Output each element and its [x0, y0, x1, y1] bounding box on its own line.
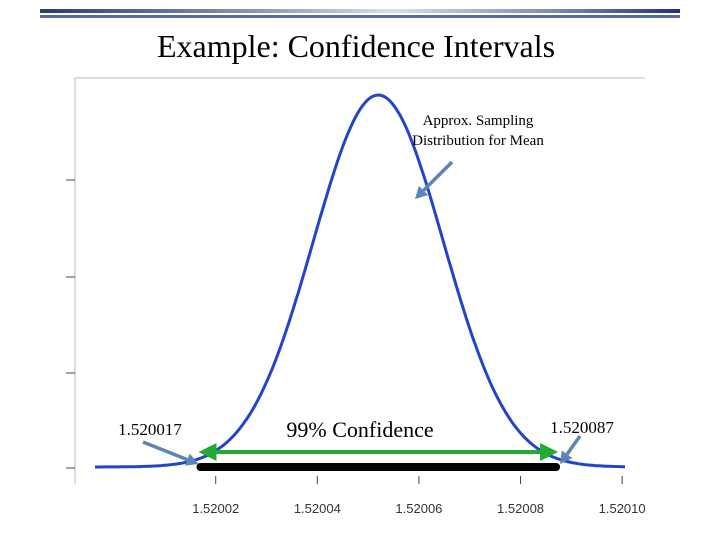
x-axis-ticks: 1.52002 1.52004 1.52006 1.52008 1.52010: [192, 476, 646, 516]
x-tick-label: 1.52006: [395, 501, 442, 516]
upper-bound-label: 1.520087: [550, 418, 614, 437]
upper-bound-callout-arrow-head: [560, 450, 573, 464]
top-decorative-rule: [40, 9, 680, 18]
lower-bound-callout-arrow: [142, 440, 188, 462]
distribution-callout-arrow: [422, 160, 454, 192]
lower-bound-callout-arrow-head: [184, 453, 199, 466]
slide-title: Example: Confidence Intervals: [156, 28, 556, 64]
density-curve: [95, 93, 625, 469]
x-tick-label: 1.52004: [294, 501, 341, 516]
confidence-arrow-right-head: [540, 443, 559, 461]
x-tick-label: 1.52010: [599, 501, 646, 516]
x-tick-label: 1.52002: [192, 501, 239, 516]
confidence-arrow-left-head: [198, 443, 217, 461]
y-axis-ticks: [66, 179, 75, 469]
confidence-label: 99% Confidence: [286, 417, 434, 442]
sampling-distribution-label: Approx. Sampling Distribution for Mean: [412, 113, 544, 149]
x-tick-label: 1.52008: [497, 501, 544, 516]
lower-bound-label: 1.520017: [118, 420, 182, 439]
distribution-callout-arrow-head: [415, 185, 429, 199]
upper-bound-callout-arrow: [565, 434, 582, 456]
